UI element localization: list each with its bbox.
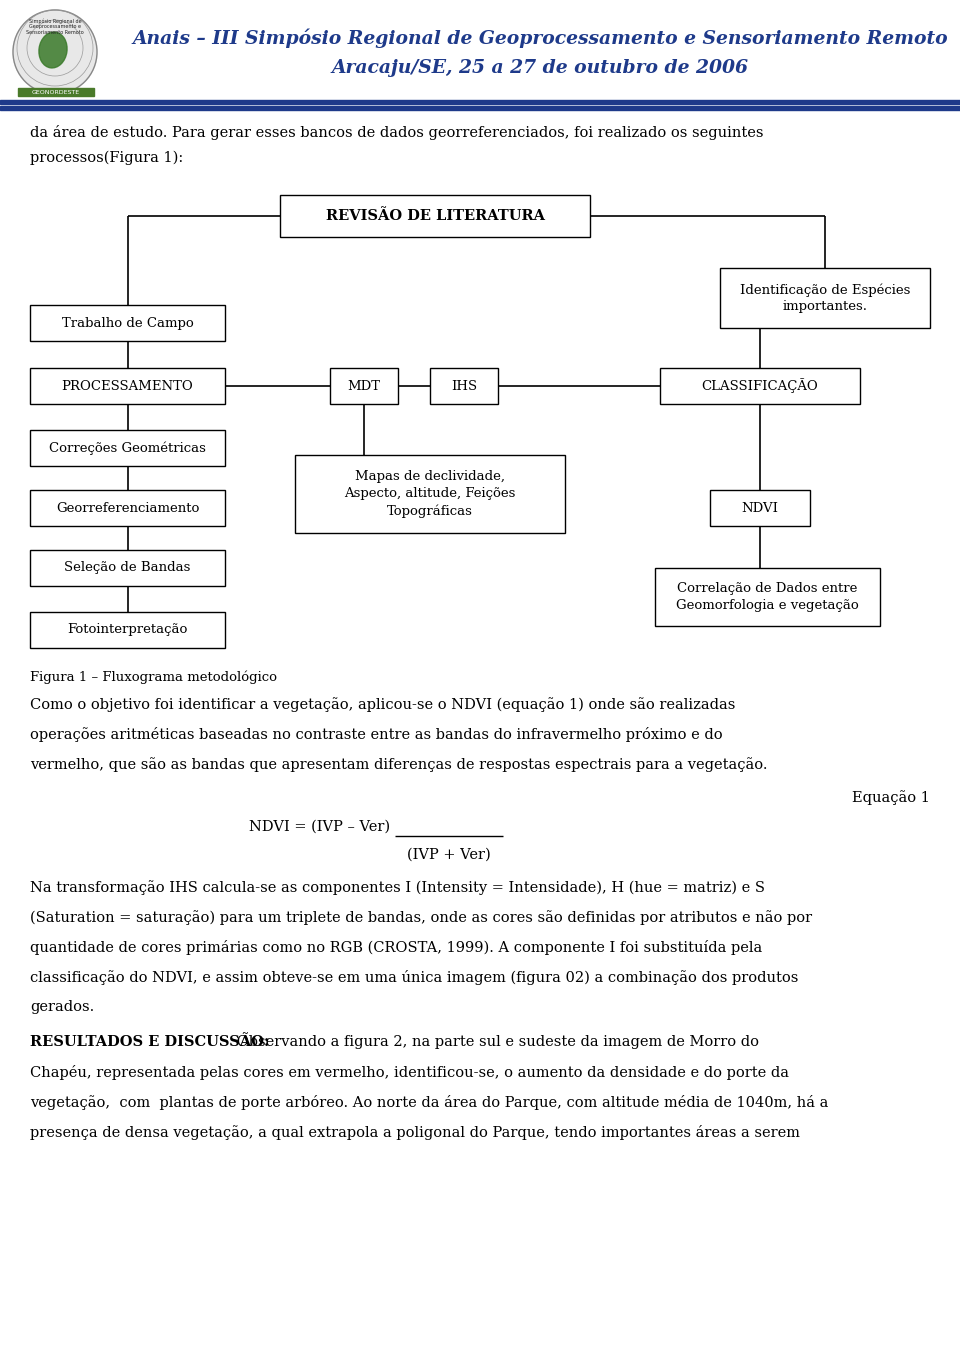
Text: (IVP + Ver): (IVP + Ver) [407,847,491,862]
Text: presença de densa vegetação, a qual extrapola a poligonal do Parque, tendo impor: presença de densa vegetação, a qual extr… [30,1124,800,1139]
Text: Aracaju/SE, 25 a 27 de outubro de 2006: Aracaju/SE, 25 a 27 de outubro de 2006 [331,58,749,77]
Text: Correções Geométricas: Correções Geométricas [49,441,206,455]
Text: da área de estudo. Para gerar esses bancos de dados georreferenciados, foi reali: da área de estudo. Para gerar esses banc… [30,125,763,140]
Circle shape [13,10,97,94]
Ellipse shape [39,33,67,68]
Text: Georreferenciamento: Georreferenciamento [56,501,199,515]
Text: operações aritméticas baseadas no contraste entre as bandas do infravermelho pró: operações aritméticas baseadas no contra… [30,727,723,741]
Text: IHS: IHS [451,379,477,392]
FancyBboxPatch shape [30,306,225,341]
Text: CLASSIFICAÇÃO: CLASSIFICAÇÃO [702,379,818,394]
Text: Trabalho de Campo: Trabalho de Campo [61,316,193,330]
Text: NDVI: NDVI [741,501,779,515]
Text: Mapas de declividade,
Aspecto, altitude, Feições
Topográficas: Mapas de declividade, Aspecto, altitude,… [345,470,516,517]
Text: Chapéu, representada pelas cores em vermelho, identificou-se, o aumento da densi: Chapéu, representada pelas cores em verm… [30,1065,789,1080]
Text: REVISÃO DE LITERATURA: REVISÃO DE LITERATURA [325,209,544,223]
Text: RESULTADOS E DISCUSSÃO:: RESULTADOS E DISCUSSÃO: [30,1035,270,1048]
Text: Figura 1 – Fluxograma metodológico: Figura 1 – Fluxograma metodológico [30,669,277,683]
Bar [18,88,94,96]
FancyBboxPatch shape [30,550,225,587]
FancyBboxPatch shape [720,268,930,329]
Text: Simpósio Regional de
Geoprocessamento e
Sensoriamento Remoto: Simpósio Regional de Geoprocessamento e … [26,18,84,35]
Text: classificação do NDVI, e assim obteve-se em uma única imagem (figura 02) a combi: classificação do NDVI, e assim obteve-se… [30,970,799,985]
FancyBboxPatch shape [30,490,225,526]
Bar [0,100,960,103]
FancyBboxPatch shape [280,196,590,238]
Text: Observando a figura 2, na parte sul e sudeste da imagem de Morro do: Observando a figura 2, na parte sul e su… [232,1035,759,1048]
Text: Seleção de Bandas: Seleção de Bandas [64,561,191,574]
Text: gerados.: gerados. [30,999,94,1014]
Text: (Saturation = saturação) para um triplete de bandas, onde as cores são definidas: (Saturation = saturação) para um triplet… [30,910,812,925]
FancyBboxPatch shape [710,490,810,526]
Text: Equação 1: Equação 1 [852,790,930,805]
FancyBboxPatch shape [30,430,225,466]
Text: quantidade de cores primárias como no RGB (CROSTA, 1999). A componente I foi sub: quantidade de cores primárias como no RG… [30,940,762,955]
Text: Na transformação IHS calcula-se as componentes I (Intensity = Intensidade), H (h: Na transformação IHS calcula-se as compo… [30,880,765,895]
FancyBboxPatch shape [660,368,860,403]
Text: MDT: MDT [348,379,380,392]
Bar [0,106,960,110]
Text: Anais – III Simpósio Regional de Geoprocessamento e Sensoriamento Remoto: Anais – III Simpósio Regional de Geoproc… [132,29,948,48]
FancyBboxPatch shape [295,455,565,532]
Text: PROCESSAMENTO: PROCESSAMENTO [61,379,193,392]
Text: vermelho, que são as bandas que apresentam diferenças de respostas espectrais pa: vermelho, que são as bandas que apresent… [30,756,767,771]
Text: Fotointerpretação: Fotointerpretação [67,623,188,637]
FancyBboxPatch shape [430,368,498,403]
FancyBboxPatch shape [30,612,225,648]
Text: Correlação de Dados entre
Geomorfologia e vegetação: Correlação de Dados entre Geomorfologia … [676,583,859,612]
Text: GEONORDESTE: GEONORDESTE [32,90,80,95]
Text: NDVI = (IVP – Ver): NDVI = (IVP – Ver) [249,820,390,834]
Text: Como o objetivo foi identificar a vegetação, aplicou-se o NDVI (equação 1) onde : Como o objetivo foi identificar a vegeta… [30,697,735,712]
Text: Identificação de Espécies
importantes.: Identificação de Espécies importantes. [740,284,910,312]
Text: processos(Figura 1):: processos(Figura 1): [30,151,183,166]
FancyBboxPatch shape [330,368,398,403]
FancyBboxPatch shape [30,368,225,403]
FancyBboxPatch shape [655,568,880,626]
Text: vegetação,  com  plantas de porte arbóreo. Ao norte da área do Parque, com altit: vegetação, com plantas de porte arbóreo.… [30,1095,828,1109]
